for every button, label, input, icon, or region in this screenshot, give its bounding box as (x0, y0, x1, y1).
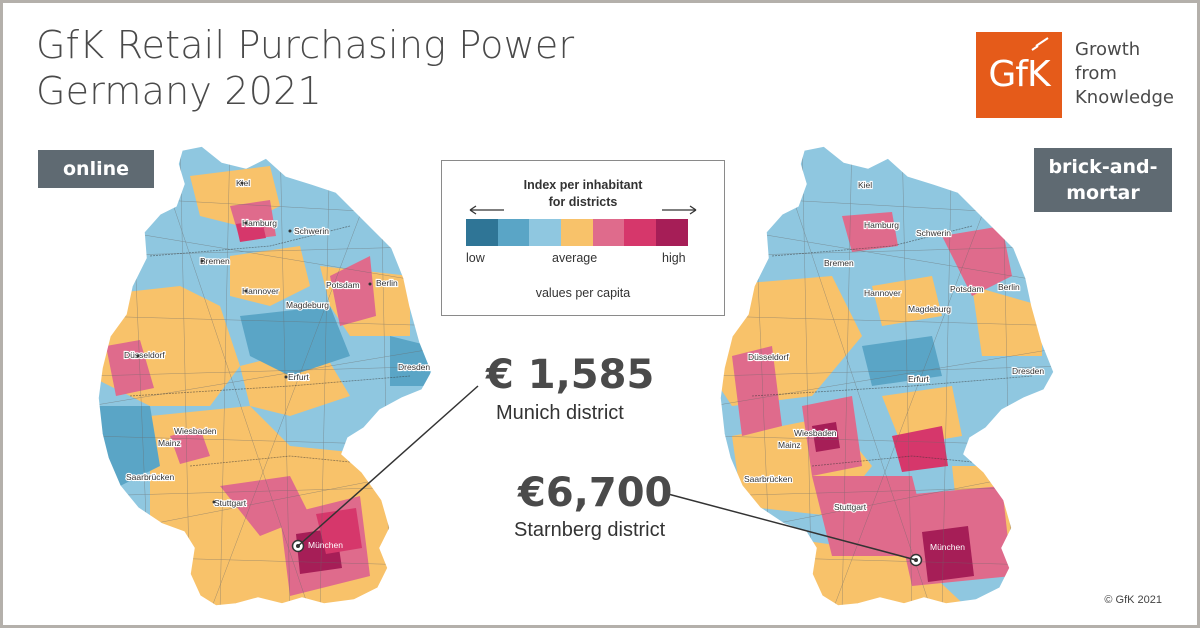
legend-swatch-4 (561, 219, 593, 246)
city-bremen: Bremen (200, 256, 230, 266)
arrow-left-icon (469, 205, 504, 215)
city-bremen-right: Bremen (824, 258, 854, 268)
city-magdeburg-right: Magdeburg (908, 304, 951, 314)
title-line-1: GfK Retail Purchasing Power (36, 23, 575, 67)
color-scale (466, 219, 688, 246)
city-schwerin: Schwerin (294, 226, 329, 236)
legend-swatch-2 (497, 219, 530, 246)
tag-line-1: brick-and- (1048, 156, 1158, 178)
city-erfurt-right: Erfurt (908, 374, 929, 384)
city-stuttgart-right: Stuttgart (834, 502, 867, 512)
copyright: © GfK 2021 (1104, 594, 1162, 606)
city-schwerin-right: Schwerin (916, 228, 951, 238)
legend-swatch-1 (466, 219, 498, 246)
city-mainz-right: Mainz (778, 440, 801, 450)
city-hannover: Hannover (242, 286, 279, 296)
legend-title-line-1: Index per inhabitant (523, 178, 643, 192)
legend-average-label: average (552, 251, 598, 265)
logo-text: GfK (988, 54, 1050, 95)
store-district-label: Starnberg district (514, 519, 666, 541)
store-value: €6,700 (518, 470, 673, 516)
city-hamburg: Hamburg (242, 218, 277, 228)
city-wiesbaden: Wiesbaden (174, 426, 217, 436)
city-berlin-right: Berlin (998, 282, 1020, 292)
city-potsdam: Potsdam (326, 280, 360, 290)
brick-and-mortar-tag: brick-and- mortar (1034, 148, 1172, 212)
online-map: Kiel Hamburg Schwerin Bremen Hannover Po… (97, 145, 433, 607)
brand-tagline: Growth from Knowledge (1075, 38, 1174, 110)
page-title: GfK Retail Purchasing Power Germany 2021 (36, 22, 574, 114)
city-saarbruecken-right: Saarbrücken (744, 474, 792, 484)
online-district-label: Munich district (496, 402, 624, 424)
legend-high-label: high (662, 251, 686, 265)
legend-title: Index per inhabitant for districts (442, 177, 724, 211)
brick-and-mortar-map: Kiel Hamburg Schwerin Bremen Hannover Po… (719, 145, 1055, 607)
online-value: € 1,585 (486, 352, 655, 398)
city-magdeburg: Magdeburg (286, 300, 329, 310)
arrow-right-icon (662, 205, 697, 215)
gfk-logo: GfK (976, 32, 1062, 118)
online-tag: online (38, 150, 154, 188)
legend-low-label: low (466, 251, 485, 265)
city-kiel-right: Kiel (858, 180, 872, 190)
legend-swatch-7 (656, 219, 688, 246)
city-dresden: Dresden (398, 362, 430, 372)
legend-swatch-6 (624, 219, 657, 246)
legend-swatch-5 (592, 219, 625, 246)
tagline-line-3: Knowledge (1075, 87, 1174, 108)
city-muenchen-right: München (930, 542, 965, 552)
city-duesseldorf: Düsseldorf (124, 350, 165, 360)
city-erfurt: Erfurt (288, 372, 309, 382)
title-line-2: Germany 2021 (36, 69, 322, 113)
legend: Index per inhabitant for districts low a… (441, 160, 725, 316)
city-hamburg-right: Hamburg (864, 220, 899, 230)
legend-swatch-3 (529, 219, 562, 246)
legend-title-line-2: for districts (548, 195, 618, 209)
city-stuttgart: Stuttgart (214, 498, 247, 508)
city-muenchen: München (308, 540, 343, 550)
city-mainz: Mainz (158, 438, 181, 448)
city-hannover-right: Hannover (864, 288, 901, 298)
tagline-line-1: Growth (1075, 39, 1141, 60)
city-saarbruecken: Saarbrücken (126, 472, 174, 482)
logo-accent-icon (1031, 37, 1049, 51)
tagline-line-2: from (1075, 63, 1117, 84)
city-berlin: Berlin (376, 278, 398, 288)
city-wiesbaden-right: Wiesbaden (794, 428, 837, 438)
city-duesseldorf-right: Düsseldorf (748, 352, 789, 362)
city-dresden-right: Dresden (1012, 366, 1044, 376)
tag-line-2: mortar (1066, 182, 1140, 204)
city-potsdam-right: Potsdam (950, 284, 984, 294)
legend-subtitle: values per capita (535, 286, 631, 300)
